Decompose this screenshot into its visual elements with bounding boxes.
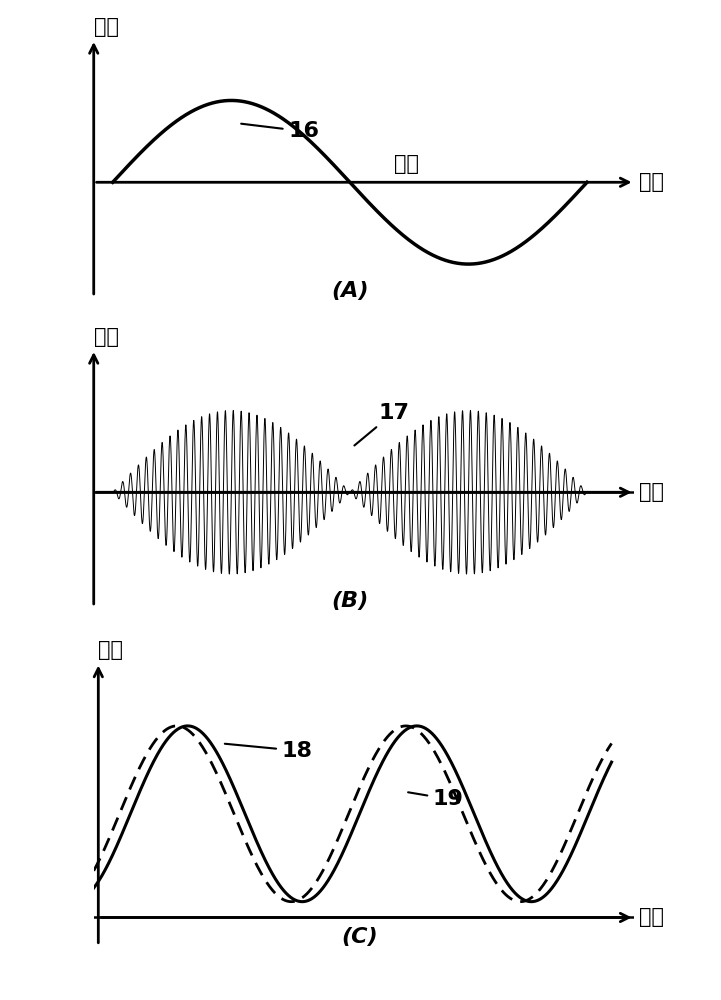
Text: 19: 19 bbox=[408, 789, 464, 809]
Text: 幅値: 幅値 bbox=[98, 640, 123, 660]
Text: (C): (C) bbox=[341, 927, 378, 947]
Text: 时间: 时间 bbox=[640, 482, 664, 502]
Text: (B): (B) bbox=[331, 591, 368, 611]
Text: 时间: 时间 bbox=[394, 154, 420, 174]
Text: 幅値: 幅値 bbox=[94, 327, 119, 347]
Text: 18: 18 bbox=[225, 741, 313, 761]
Text: 16: 16 bbox=[241, 121, 319, 141]
Text: 幅値: 幅値 bbox=[94, 17, 119, 37]
Text: (A): (A) bbox=[331, 281, 368, 301]
Text: 17: 17 bbox=[355, 403, 410, 445]
Text: 时间: 时间 bbox=[640, 172, 664, 192]
Text: 时间: 时间 bbox=[639, 907, 664, 927]
